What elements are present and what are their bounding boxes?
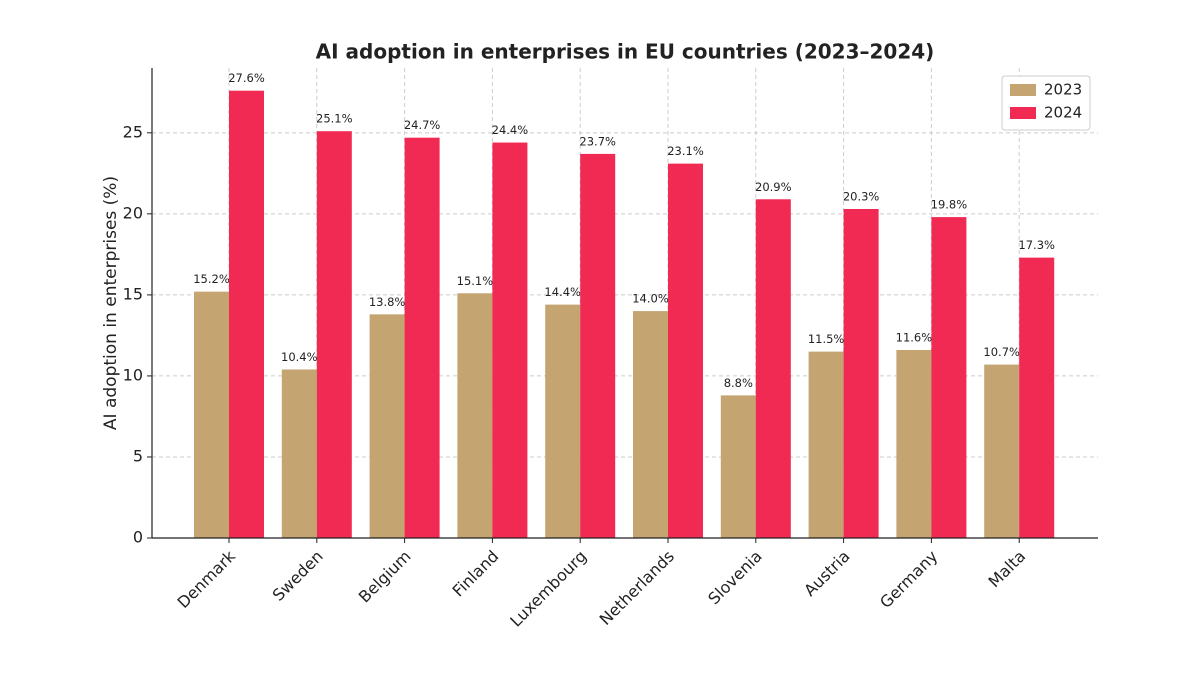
bar (755, 199, 791, 538)
x-tick-label: Slovenia (704, 547, 766, 609)
bar (931, 217, 967, 538)
value-label: 20.3% (843, 190, 880, 204)
legend-label: 2023 (1044, 81, 1082, 99)
x-tick-label: Belgium (355, 547, 415, 607)
y-tick-label: 0 (133, 528, 143, 547)
value-label: 24.7% (404, 118, 441, 132)
bar (194, 291, 229, 538)
chart-title: AI adoption in enterprises in EU countri… (316, 40, 935, 64)
y-tick-label: 25 (123, 122, 143, 141)
legend-swatch (1010, 84, 1036, 96)
bar (369, 314, 405, 538)
x-tick-label: Sweden (269, 547, 327, 605)
bar (808, 351, 844, 538)
value-label: 23.7% (579, 134, 616, 148)
value-label: 23.1% (667, 144, 704, 158)
value-label: 8.8% (724, 376, 753, 390)
y-tick-label: 10 (123, 365, 143, 384)
value-label: 27.6% (228, 71, 265, 85)
bar (580, 153, 616, 538)
bar (492, 142, 528, 538)
value-label: 11.5% (808, 332, 845, 346)
value-label: 25.1% (316, 112, 353, 126)
value-label: 15.2% (193, 272, 230, 286)
x-tick-label: Austria (800, 547, 853, 600)
x-tick-label: Denmark (174, 546, 240, 612)
bar (404, 137, 440, 539)
value-label: 10.4% (281, 350, 318, 364)
y-tick-label: 5 (133, 446, 143, 465)
legend-label: 2024 (1044, 104, 1082, 122)
value-label: 17.3% (1018, 238, 1055, 252)
value-label: 20.9% (755, 180, 792, 194)
value-label: 24.4% (492, 123, 529, 137)
y-tick-label: 20 (123, 203, 143, 222)
x-tick-label: Malta (985, 547, 1030, 592)
bar (545, 304, 581, 538)
value-label: 11.6% (896, 331, 933, 345)
x-tick-label: Finland (449, 547, 503, 601)
y-axis-label: AI adoption in enterprises (%) (101, 176, 121, 430)
bar (1019, 257, 1055, 538)
bar (316, 131, 352, 538)
bar (720, 395, 756, 538)
bar (843, 209, 879, 538)
bar (984, 364, 1020, 538)
x-tick-label: Germany (876, 547, 941, 612)
bar (457, 293, 493, 538)
value-label: 14.4% (544, 285, 581, 299)
legend-swatch (1010, 107, 1036, 119)
value-label: 10.7% (983, 345, 1020, 359)
value-label: 19.8% (931, 198, 968, 212)
y-tick-label: 15 (123, 284, 143, 303)
value-label: 15.1% (457, 274, 494, 288)
x-tick-label: Luxembourg (506, 547, 590, 631)
bar (896, 350, 932, 538)
legend: 2023 2024 (1001, 75, 1091, 131)
bar (229, 90, 264, 539)
value-label: 13.8% (369, 295, 406, 309)
bar (633, 311, 668, 538)
bar (281, 369, 317, 538)
x-tick-label: Netherlands (596, 547, 678, 629)
bar (668, 163, 703, 538)
value-label: 14.0% (632, 292, 669, 306)
